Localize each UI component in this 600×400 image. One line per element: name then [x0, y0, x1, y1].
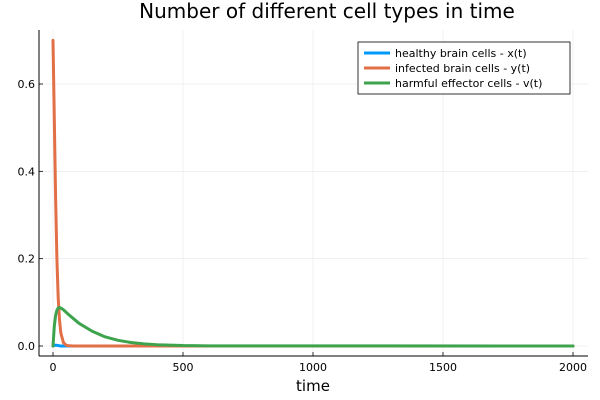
y-tick-label: 0.2: [18, 253, 36, 266]
x-tick-label: 2000: [559, 361, 587, 374]
x-tick-label: 1500: [429, 361, 457, 374]
y-tick-label: 0.4: [18, 165, 36, 178]
x-tick-label: 500: [173, 361, 194, 374]
x-tick-label: 0: [50, 361, 57, 374]
series-line-3: [51, 306, 575, 348]
legend-label: infected brain cells - y(t): [395, 62, 530, 75]
x-axis-label: time: [296, 377, 330, 395]
y-ticks: 0.0 0.2 0.4 0.6: [18, 78, 43, 353]
legend-label: healthy brain cells - x(t): [395, 47, 527, 60]
y-tick-label: 0.6: [18, 78, 36, 91]
series-line-2: [51, 38, 575, 348]
x-ticks: 0 500 1000 1500 2000: [50, 352, 587, 374]
legend-label: harmful effector cells - v(t): [395, 77, 542, 90]
y-tick-label: 0.0: [18, 340, 36, 353]
series-lines: [51, 38, 575, 348]
x-tick-label: 1000: [299, 361, 327, 374]
chart-title: Number of different cell types in time: [139, 0, 515, 23]
legend: healthy brain cells - x(t) infected brain…: [357, 41, 571, 95]
legend-box: [357, 41, 571, 95]
